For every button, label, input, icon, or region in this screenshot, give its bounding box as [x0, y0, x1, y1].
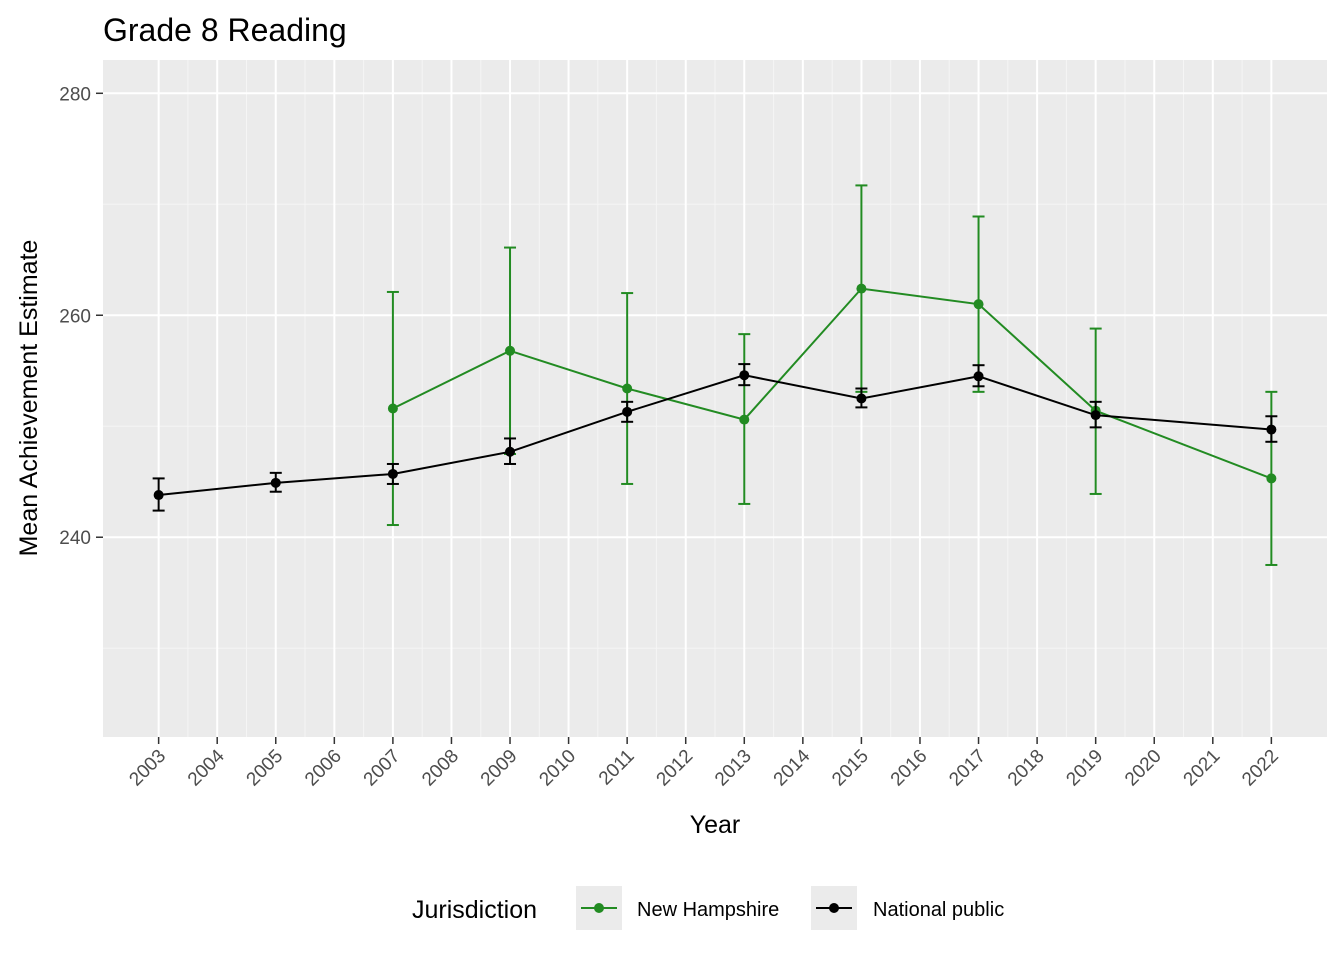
legend-label: National public	[873, 899, 1004, 921]
x-tick-label: 2013	[711, 746, 756, 791]
data-point	[387, 403, 398, 414]
y-axis-title: Mean Achievement Estimate	[15, 240, 43, 557]
x-tick-label: 2019	[1062, 746, 1107, 791]
x-tick-label: 2010	[535, 746, 580, 791]
data-point	[856, 283, 867, 294]
legend-title: Jurisdiction	[412, 896, 537, 924]
y-axis: 240 260 280	[59, 84, 103, 549]
x-tick-label: 2006	[301, 746, 346, 791]
x-tick-label: 2003	[125, 746, 170, 791]
data-point	[505, 345, 516, 356]
grid-lines	[103, 60, 1327, 737]
data-point	[1090, 410, 1101, 421]
x-tick-label: 2015	[828, 746, 873, 791]
legend-key-point	[594, 903, 604, 913]
data-point	[973, 299, 984, 310]
data-point	[1266, 424, 1277, 435]
y-tick-label: 260	[59, 306, 91, 327]
x-tick-label: 2014	[770, 745, 815, 790]
chart-title: Grade 8 Reading	[103, 12, 347, 48]
x-tick-label: 2004	[184, 745, 229, 790]
x-tick-label: 2008	[418, 746, 463, 791]
data-point	[622, 406, 633, 417]
x-axis-title: Year	[690, 811, 741, 839]
x-tick-label: 2018	[1004, 746, 1049, 791]
legend: Jurisdiction New Hampshire National publi…	[412, 886, 1004, 930]
series-line	[392, 287, 1272, 480]
x-axis: 2003 2004 2005 2006 2007 2008 2009 2010 2011 2012…	[125, 737, 1283, 791]
data-point	[505, 446, 516, 457]
x-tick-label: 2009	[477, 746, 522, 791]
legend-label: New Hampshire	[637, 899, 779, 921]
x-tick-label: 2016	[887, 746, 932, 791]
data-point	[739, 414, 750, 425]
x-tick-label: 2007	[360, 746, 405, 791]
data-point	[387, 468, 398, 479]
data-point	[270, 477, 281, 488]
data-point	[739, 370, 750, 381]
y-tick-label: 280	[59, 84, 91, 105]
data-point	[973, 371, 984, 382]
x-tick-label: 2022	[1238, 746, 1283, 791]
x-tick-label: 2012	[653, 746, 698, 791]
data-point	[856, 393, 867, 404]
legend-key-point	[829, 903, 839, 913]
x-tick-label: 2011	[595, 746, 639, 790]
data-point	[622, 383, 633, 394]
series	[152, 363, 1278, 512]
y-tick-label: 240	[59, 528, 91, 549]
series-layer	[152, 184, 1278, 566]
x-tick-label: 2021	[1180, 746, 1225, 791]
series-line	[158, 374, 1272, 497]
x-tick-label: 2017	[945, 746, 990, 791]
data-point	[153, 490, 164, 501]
x-tick-label: 2020	[1121, 746, 1166, 791]
data-point	[1266, 473, 1277, 484]
x-tick-label: 2005	[243, 746, 288, 791]
